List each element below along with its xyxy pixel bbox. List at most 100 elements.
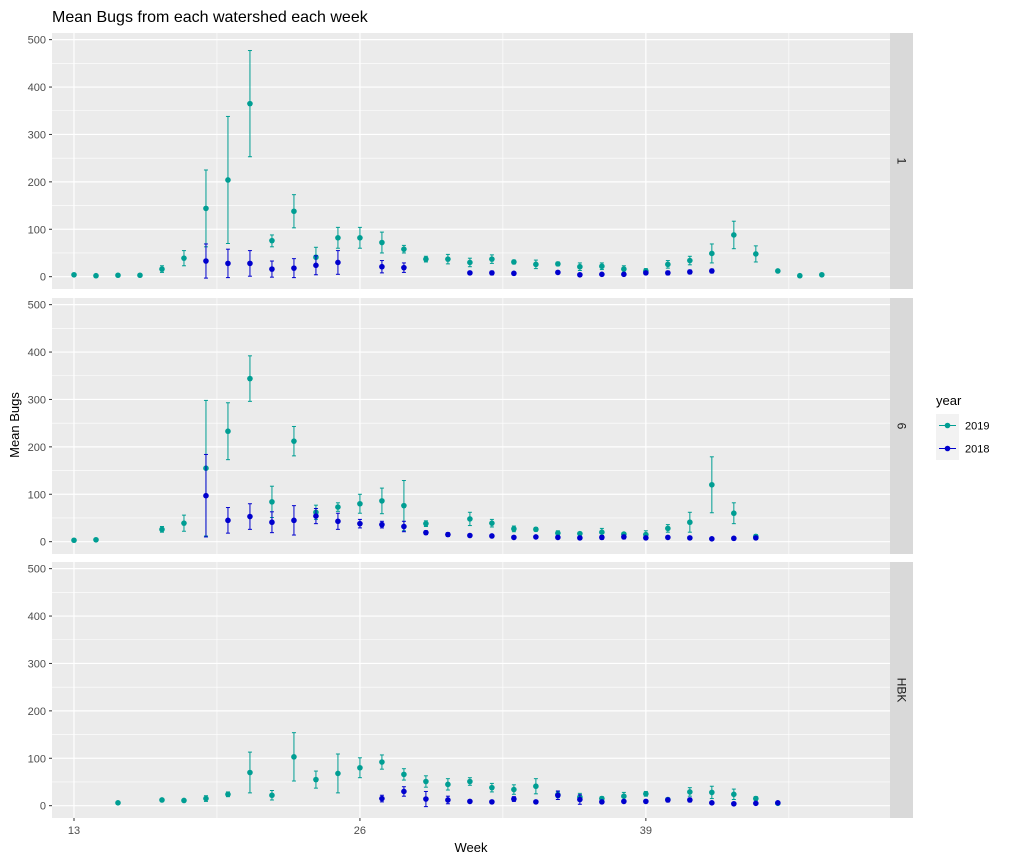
data-point bbox=[489, 270, 495, 276]
data-point bbox=[621, 793, 627, 799]
data-point bbox=[247, 770, 253, 776]
data-point bbox=[599, 263, 605, 269]
data-point bbox=[687, 269, 693, 275]
y-axis-title: Mean Bugs bbox=[7, 392, 22, 458]
data-point bbox=[203, 206, 209, 212]
data-point bbox=[401, 503, 407, 509]
data-point bbox=[379, 522, 385, 528]
data-point bbox=[577, 264, 583, 270]
y-tick-label: 100 bbox=[28, 224, 46, 236]
data-point bbox=[489, 785, 495, 791]
data-point bbox=[621, 799, 627, 805]
data-point bbox=[753, 535, 759, 541]
y-tick-label: 200 bbox=[28, 442, 46, 454]
data-point bbox=[357, 521, 363, 527]
y-tick-label: 500 bbox=[28, 300, 46, 312]
data-point bbox=[335, 518, 341, 524]
data-point bbox=[357, 235, 363, 241]
data-point bbox=[731, 791, 737, 797]
data-point bbox=[687, 789, 693, 795]
data-point bbox=[71, 537, 77, 543]
data-point bbox=[269, 499, 275, 505]
data-point bbox=[643, 535, 649, 541]
data-point bbox=[225, 177, 231, 183]
data-point bbox=[423, 521, 429, 527]
data-point bbox=[93, 537, 99, 543]
data-point bbox=[291, 438, 297, 444]
data-point bbox=[599, 799, 605, 805]
data-point bbox=[775, 268, 781, 274]
data-point bbox=[577, 797, 583, 803]
x-tick-label: 39 bbox=[640, 825, 652, 837]
data-point bbox=[379, 240, 385, 246]
data-point bbox=[643, 799, 649, 805]
data-point bbox=[731, 536, 737, 542]
data-point bbox=[533, 534, 539, 540]
data-point bbox=[225, 428, 231, 434]
data-point bbox=[71, 272, 77, 278]
data-point bbox=[247, 101, 253, 107]
data-point bbox=[533, 783, 539, 789]
data-point bbox=[159, 527, 165, 533]
data-point bbox=[489, 256, 495, 262]
data-point bbox=[533, 527, 539, 533]
data-point bbox=[423, 796, 429, 802]
data-point bbox=[753, 801, 759, 807]
data-point bbox=[599, 535, 605, 541]
data-point bbox=[379, 796, 385, 802]
panel-background bbox=[52, 33, 890, 289]
y-tick-label: 500 bbox=[28, 35, 46, 47]
legend-key-point bbox=[945, 423, 951, 429]
data-point bbox=[797, 273, 803, 279]
data-point bbox=[665, 526, 671, 532]
data-point bbox=[401, 524, 407, 530]
data-point bbox=[181, 255, 187, 261]
data-point bbox=[159, 797, 165, 803]
data-point bbox=[599, 529, 605, 535]
data-point bbox=[753, 251, 759, 257]
data-point bbox=[489, 533, 495, 539]
chart-panels: 0 100 200 300 400 500 1 0 100 200 300 400 500 6 0 100 20… bbox=[28, 33, 913, 837]
panel-6: 01002003004005006 bbox=[28, 298, 913, 554]
data-point bbox=[181, 798, 187, 804]
facet-strip-label: 6 bbox=[895, 423, 909, 430]
data-point bbox=[665, 535, 671, 541]
data-point bbox=[731, 801, 737, 807]
data-point bbox=[291, 518, 297, 524]
data-point bbox=[313, 513, 319, 519]
y-tick-label: 500 bbox=[28, 564, 46, 576]
data-point bbox=[511, 526, 517, 532]
data-point bbox=[423, 256, 429, 262]
legend-label: 2018 bbox=[965, 444, 989, 456]
panel-background bbox=[52, 298, 890, 554]
data-point bbox=[93, 273, 99, 279]
data-point bbox=[643, 270, 649, 276]
data-point bbox=[533, 262, 539, 268]
data-point bbox=[401, 772, 407, 778]
y-tick-label: 400 bbox=[28, 82, 46, 94]
data-point bbox=[423, 779, 429, 785]
y-tick-label: 0 bbox=[40, 272, 46, 284]
data-point bbox=[269, 266, 275, 272]
data-point bbox=[621, 534, 627, 540]
data-point bbox=[445, 782, 451, 788]
y-tick-label: 200 bbox=[28, 706, 46, 718]
chart-title: Mean Bugs from each watershed each week bbox=[52, 9, 369, 26]
data-point bbox=[621, 266, 627, 272]
data-point bbox=[555, 792, 561, 798]
data-point bbox=[819, 272, 825, 278]
data-point bbox=[225, 791, 231, 797]
data-point bbox=[467, 779, 473, 785]
data-point bbox=[709, 790, 715, 796]
data-point bbox=[247, 376, 253, 382]
data-point bbox=[357, 765, 363, 771]
data-point bbox=[709, 482, 715, 488]
legend-entry-2019: 2019 bbox=[936, 414, 989, 437]
data-point bbox=[423, 530, 429, 536]
data-point bbox=[291, 754, 297, 760]
data-point bbox=[775, 800, 781, 806]
y-tick-label: 100 bbox=[28, 753, 46, 765]
data-point bbox=[203, 493, 209, 499]
data-point bbox=[137, 272, 143, 278]
